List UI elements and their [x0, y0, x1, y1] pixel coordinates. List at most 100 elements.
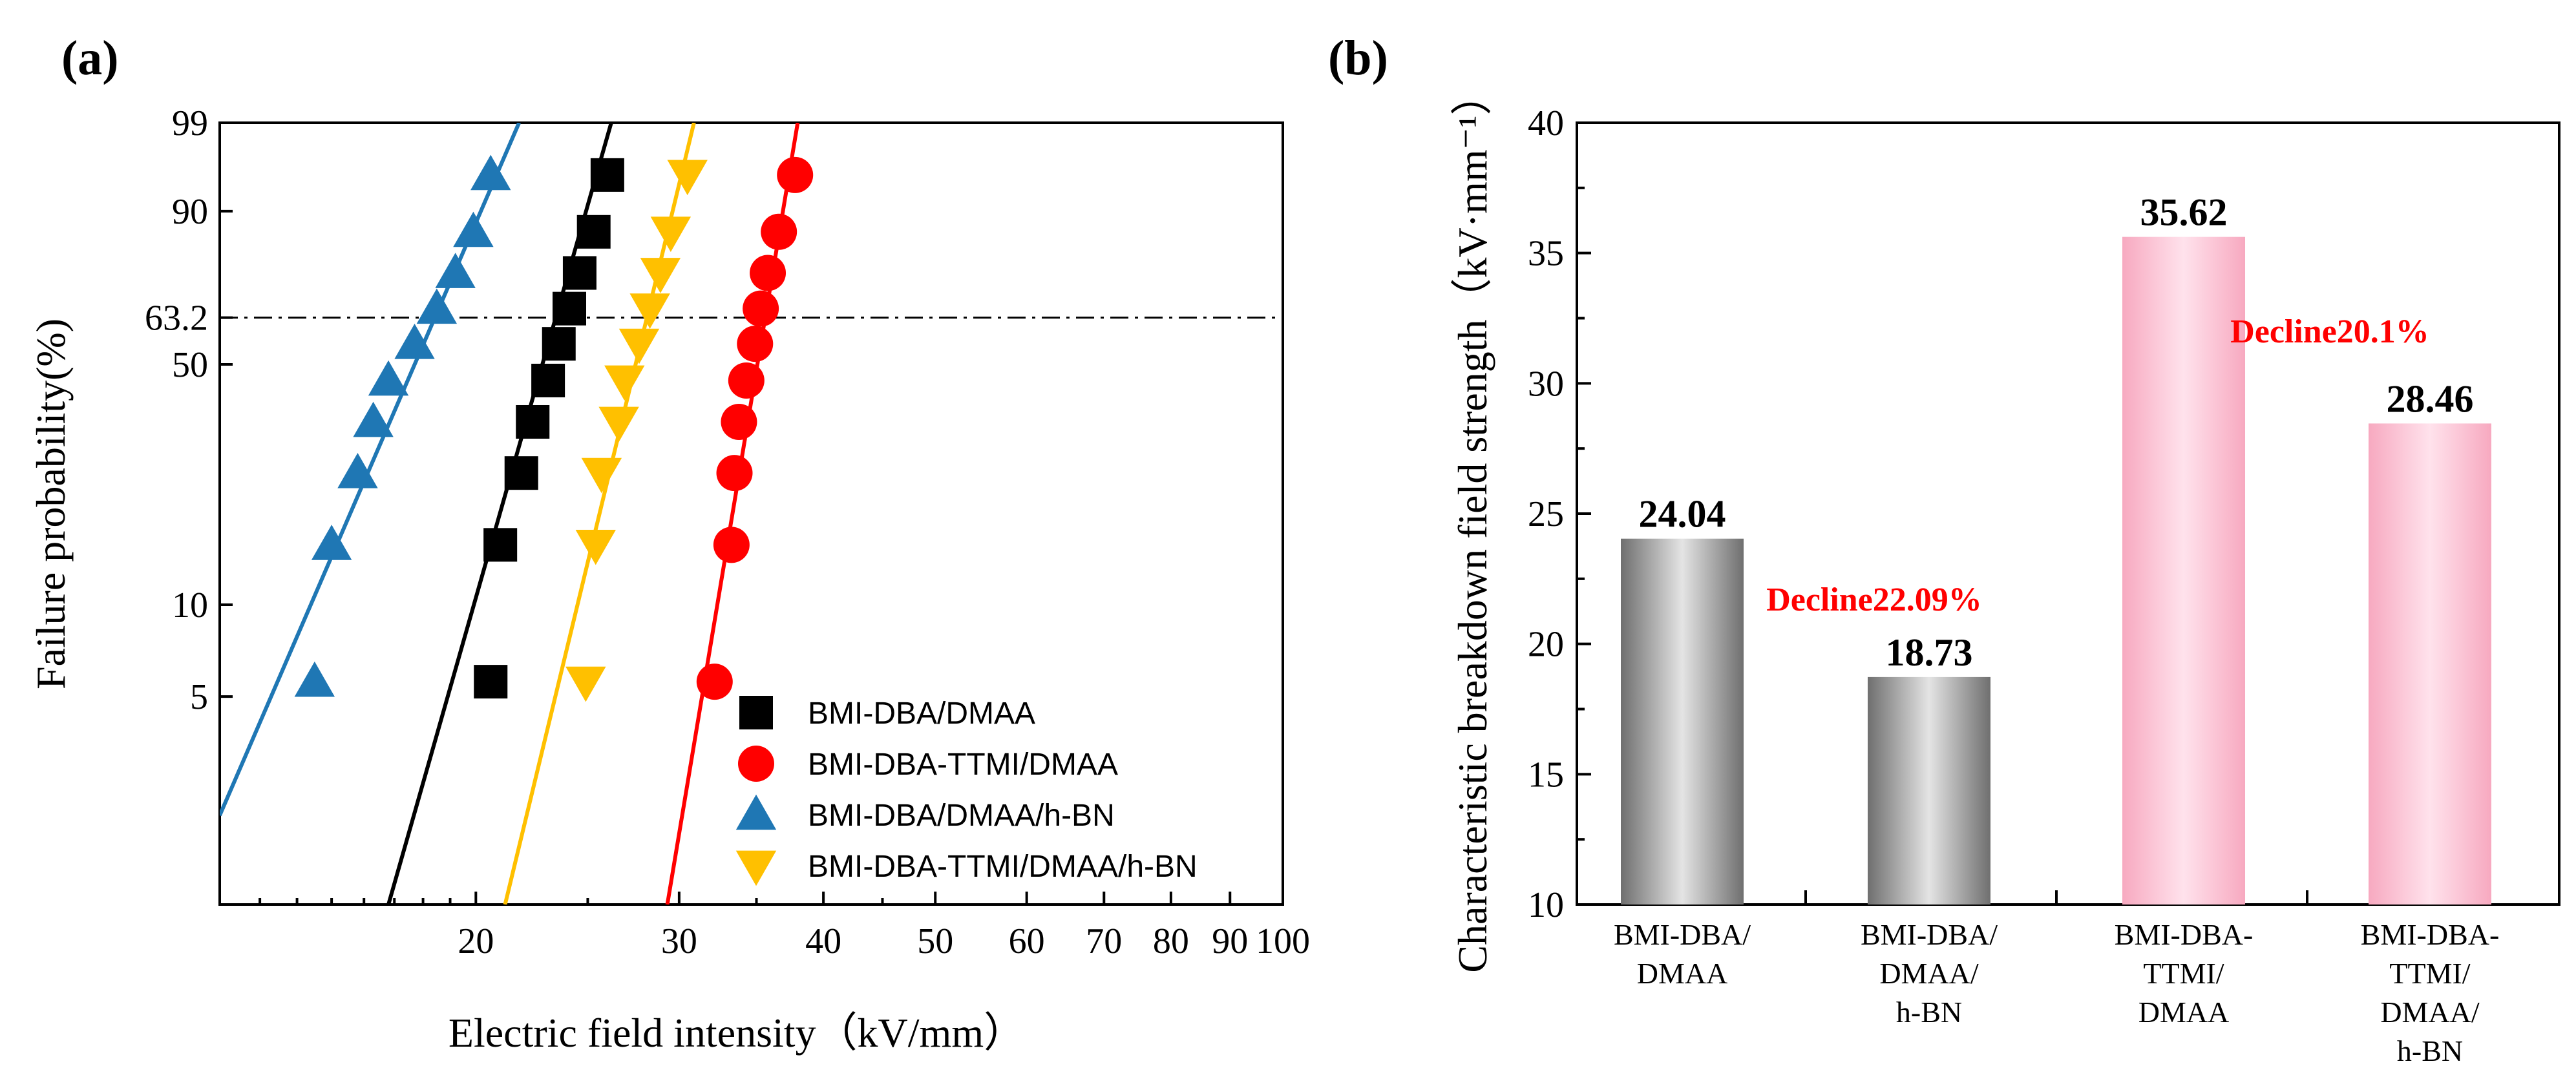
point-bmi-dba-ttmi-dmaa [761, 213, 797, 250]
bar-bmi-dba-dmaa [1621, 538, 1744, 905]
point-bmi-dba-dmaa-h-bn [311, 525, 352, 560]
x-tick-label: 30 [661, 921, 697, 961]
point-bmi-dba-ttmi-dmaa [696, 664, 733, 700]
category-label: BMI-DBA- TTMI/DMAA/h-BN [2361, 918, 2500, 1067]
y-tick-label: 63.2 [145, 298, 208, 339]
point-bmi-dba-ttmi-dmaa [713, 527, 750, 563]
x-axis-title: Electric field intensity（kV/mm） [449, 1010, 1025, 1056]
category-label: BMI-DBA/DMAA/h-BN [1861, 918, 1998, 1029]
legend-label: BMI-DBA/DMAA/h-BN [808, 799, 1115, 833]
legend-label: BMI-DBA-TTMI/DMAA/h-BN [808, 850, 1198, 884]
bar-y-tick-label: 40 [1528, 103, 1564, 143]
bar-value-label: 24.04 [1639, 493, 1726, 536]
legend-marker-bmi-dba-dmaa [739, 696, 773, 729]
data-points [294, 154, 814, 702]
bar-value-label: 28.46 [2387, 377, 2474, 420]
point-bmi-dba-ttmi-dmaa-h-bn [598, 406, 639, 443]
bars: 24.04 18.73 35.62 28.46 [1621, 191, 2491, 905]
legend-label: BMI-DBA/DMAA [808, 696, 1035, 731]
x-tick-label: 60 [1009, 921, 1045, 961]
point-bmi-dba-dmaa-h-bn [435, 253, 476, 288]
bar-y-tick-label: 15 [1528, 755, 1564, 795]
bar-y-tick-label: 20 [1528, 625, 1564, 665]
x-tick-label: 20 [458, 921, 494, 961]
point-bmi-dba-ttmi-dmaa-h-bn [604, 365, 645, 401]
point-bmi-dba-ttmi-dmaa-h-bn [565, 666, 606, 702]
legend-marker-bmi-dba-ttmi-dmaa-h-bn [735, 850, 777, 886]
point-bmi-dba-ttmi-dmaa [716, 455, 753, 492]
point-bmi-dba-ttmi-dmaa-h-bn [640, 258, 681, 293]
point-bmi-dba-ttmi-dmaa-h-bn [667, 160, 708, 196]
y-tick-label: 10 [172, 585, 208, 625]
category-label-line: DMAA/ [2380, 996, 2480, 1029]
annotation-decline-2: Decline20.1% [2230, 313, 2429, 350]
x-tick-label: 70 [1086, 921, 1122, 961]
x-tick-label: 40 [805, 921, 841, 961]
point-bmi-dba-ttmi-dmaa-h-bn [629, 293, 670, 329]
point-bmi-dba-dmaa-h-bn [416, 288, 458, 324]
bar-bmi-dba-ttmi-dmaa [2122, 236, 2245, 905]
bar-y-tick-label: 30 [1528, 364, 1564, 404]
legend-marker-bmi-dba-dmaa-h-bn [735, 794, 777, 830]
point-bmi-dba-ttmi-dmaa-h-bn [581, 457, 622, 494]
bar-value-label: 18.73 [1886, 631, 1973, 674]
point-bmi-dba-ttmi-dmaa [750, 255, 787, 291]
fit-lines [220, 123, 800, 905]
point-bmi-dba-ttmi-dmaa-h-bn [618, 328, 660, 364]
point-bmi-dba-dmaa-h-bn [353, 401, 394, 437]
y-tick-label: 50 [172, 345, 208, 385]
point-bmi-dba-dmaa [483, 528, 518, 562]
bar-y-tick-label: 25 [1528, 494, 1564, 534]
point-bmi-dba-dmaa-h-bn [453, 211, 494, 247]
panel-b-label: (b) [1328, 31, 1388, 85]
annotation-decline-1: Decline22.09% [1766, 581, 1982, 618]
point-bmi-dba-ttmi-dmaa [737, 326, 774, 362]
point-bmi-dba-dmaa [542, 327, 576, 361]
point-bmi-dba-ttmi-dmaa [777, 156, 814, 193]
legend-label: BMI-DBA-TTMI/DMAA [808, 748, 1118, 782]
category-label-line: BMI-DBA/ [1614, 918, 1751, 951]
category-label-line: DMAA/ [1879, 957, 1979, 990]
bar-bmi-dba-ttmi-dmaa-h-bn [2369, 423, 2491, 905]
point-bmi-dba-dmaa [531, 363, 565, 397]
bar-chart-axes: 10152025303540BMI-DBA/DMAABMI-DBA/DMAA/h… [1528, 103, 2560, 1067]
point-bmi-dba-dmaa-h-bn [470, 154, 511, 191]
point-bmi-dba-dmaa [504, 456, 538, 490]
point-bmi-dba-dmaa [553, 291, 587, 326]
y-tick-label: 99 [172, 103, 208, 143]
panel-a-label: (a) [61, 31, 119, 85]
x-tick-label: 100 [1256, 921, 1310, 961]
legend-marker-bmi-dba-ttmi-dmaa [738, 746, 774, 782]
bar-y-axis-title: Characteristic breakdown field strength（… [1450, 74, 1495, 972]
category-label-line: h-BN [1896, 996, 1962, 1029]
category-label: BMI-DBA/DMAA [1614, 918, 1751, 990]
point-bmi-dba-ttmi-dmaa-h-bn [650, 216, 692, 252]
fit-line-bmi-dba-ttmi-dmaa [665, 123, 800, 905]
bar-value-label: 35.62 [2140, 191, 2228, 234]
x-tick-label: 50 [917, 921, 953, 961]
bar-bmi-dba-dmaa-h-bn [1868, 676, 1990, 905]
y-tick-label: 90 [172, 192, 208, 232]
point-bmi-dba-dmaa [590, 158, 624, 192]
category-label: BMI-DBA- TTMI/DMAA [2115, 918, 2254, 1029]
point-bmi-dba-dmaa [474, 665, 508, 699]
point-bmi-dba-dmaa [576, 214, 611, 249]
category-label-line: TTMI/ [2143, 957, 2224, 990]
point-bmi-dba-dmaa [562, 256, 596, 290]
category-label-line: BMI-DBA/ [1861, 918, 1998, 951]
point-bmi-dba-ttmi-dmaa [743, 290, 779, 327]
point-bmi-dba-dmaa-h-bn [368, 360, 409, 396]
bar-y-tick-label: 35 [1528, 234, 1564, 274]
point-bmi-dba-ttmi-dmaa [728, 362, 765, 399]
category-label-line: TTMI/ [2389, 957, 2470, 990]
bar-y-tick-label: 10 [1528, 885, 1564, 925]
fit-line-bmi-dba-dmaa [386, 123, 613, 905]
category-label-line: DMAA [2138, 996, 2230, 1029]
x-tick-label: 80 [1153, 921, 1189, 961]
point-bmi-dba-dmaa-h-bn [337, 452, 378, 488]
point-bmi-dba-dmaa [516, 404, 550, 439]
category-label-line: BMI-DBA- [2115, 918, 2254, 951]
